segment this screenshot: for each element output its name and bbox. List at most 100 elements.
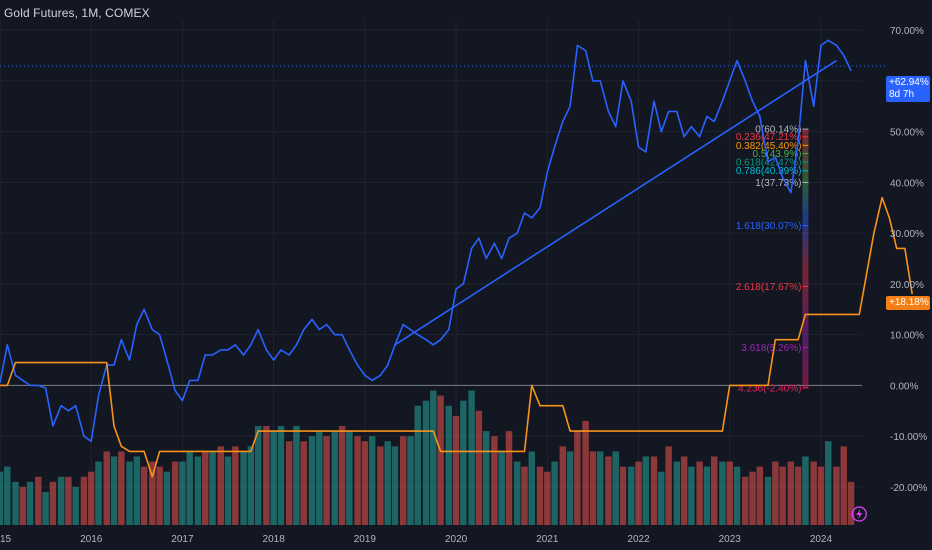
- x-tick-label: 2017: [171, 534, 194, 545]
- volume-bar: [270, 431, 277, 525]
- volume-bar: [491, 436, 498, 525]
- volume-bar: [26, 481, 34, 525]
- volume-bar: [566, 451, 574, 525]
- volume-bar: [756, 466, 764, 525]
- volume-bar: [80, 476, 88, 525]
- volume-bar: [263, 426, 270, 525]
- fib-level-label: 1.618(30.07%): [736, 221, 802, 232]
- x-tick-label: 2018: [263, 534, 286, 545]
- volume-bar: [787, 461, 795, 525]
- volume-bar: [87, 471, 95, 525]
- fib-level-label: 0.5(43.9%): [753, 149, 802, 160]
- volume-bar: [368, 436, 376, 525]
- volume-bar: [361, 441, 369, 525]
- volume-bar: [719, 461, 726, 525]
- y-tick-label: 50.00%: [890, 128, 924, 139]
- volume-bar: [65, 476, 72, 525]
- x-tick-label: 2015: [0, 534, 12, 545]
- volume-bar: [742, 476, 749, 525]
- volume-bar: [331, 431, 338, 525]
- volume-bar: [733, 466, 741, 525]
- volume-bar: [589, 451, 597, 525]
- volume-bar: [49, 481, 57, 525]
- volume-bar: [149, 461, 156, 525]
- volume-bar: [726, 461, 733, 525]
- volume-bar: [749, 471, 756, 525]
- y-tick-label: 20.00%: [890, 280, 924, 291]
- volume-bar: [505, 431, 513, 525]
- volume-bar: [202, 451, 209, 525]
- y-tick-label: 30.00%: [890, 229, 924, 240]
- volume-bar: [551, 461, 558, 525]
- fib-level-label: 2.618(17.67%): [736, 282, 802, 293]
- volume-bar: [825, 441, 832, 525]
- x-tick-label: 2016: [80, 534, 103, 545]
- volume-bar: [224, 456, 232, 525]
- volume-bar: [482, 431, 490, 525]
- volume-bar: [437, 395, 444, 525]
- x-tick-label: 2021: [536, 534, 559, 545]
- volume-bar: [559, 446, 567, 525]
- volume-bar: [4, 466, 11, 525]
- volume-bar: [574, 431, 581, 525]
- volume-bar: [498, 451, 505, 525]
- volume-bar: [12, 481, 19, 525]
- volume-bar: [95, 461, 102, 525]
- volume-bar: [140, 466, 148, 525]
- volume-bar: [445, 405, 453, 525]
- chart-title: Gold Futures, 1M, COMEX: [4, 6, 150, 20]
- volume-bar: [833, 466, 840, 525]
- x-tick-label: 2023: [719, 534, 742, 545]
- volume-bar: [422, 400, 430, 525]
- volume-bar: [544, 471, 551, 525]
- volume-bar: [619, 466, 627, 525]
- volume-bar: [377, 446, 384, 525]
- volume-bar: [764, 476, 772, 525]
- volume-bar: [156, 466, 163, 525]
- bar-countdown: 8d 7h: [889, 89, 915, 100]
- fib-level-label: 4.236(-2.40%): [738, 383, 801, 394]
- fib-extension-band: [802, 129, 809, 388]
- volume-bar: [452, 415, 460, 525]
- volume-bar: [513, 461, 521, 525]
- volume-bar: [277, 426, 285, 525]
- blue-price-badge: +62.94% 8d 7h: [886, 76, 930, 102]
- volume-bar: [612, 451, 619, 525]
- volume-bar: [642, 456, 650, 525]
- volume-bar: [680, 456, 688, 525]
- volume-bar: [665, 446, 672, 525]
- volume-bar: [346, 431, 353, 525]
- fib-level-label: 0.382(45.40%): [736, 141, 802, 152]
- volume-bar: [338, 426, 346, 525]
- volume-bar: [605, 456, 612, 525]
- volume-bar: [703, 466, 711, 525]
- volume-bar: [179, 461, 186, 525]
- lightning-glyph: [856, 509, 863, 519]
- volume-bar: [19, 486, 27, 525]
- volume-bar: [635, 461, 642, 525]
- fib-level-label: 0.786(40.39%): [736, 166, 802, 177]
- volume-bar: [536, 466, 544, 525]
- volume-bar: [596, 451, 604, 525]
- volume-bar: [673, 461, 681, 525]
- volume-bar: [126, 461, 133, 525]
- volume-bar: [779, 466, 786, 525]
- volume-bar: [118, 451, 125, 525]
- volume-bar: [650, 456, 658, 525]
- volume-bar: [430, 390, 437, 525]
- volume-bar: [802, 456, 809, 525]
- volume-bar: [293, 426, 300, 525]
- volume-bar: [475, 410, 483, 525]
- volume-bar: [688, 466, 695, 525]
- volume-bar: [254, 426, 262, 525]
- volume-bar: [171, 461, 179, 525]
- volume-bar: [810, 461, 817, 525]
- volume-bar: [323, 436, 330, 525]
- blue-price-value: +62.94%: [889, 77, 929, 88]
- volume-bar: [217, 446, 224, 525]
- volume-bar: [399, 436, 407, 525]
- volume-bar: [847, 481, 855, 525]
- blue-series-line: [0, 39, 852, 443]
- volume-bar: [103, 451, 110, 525]
